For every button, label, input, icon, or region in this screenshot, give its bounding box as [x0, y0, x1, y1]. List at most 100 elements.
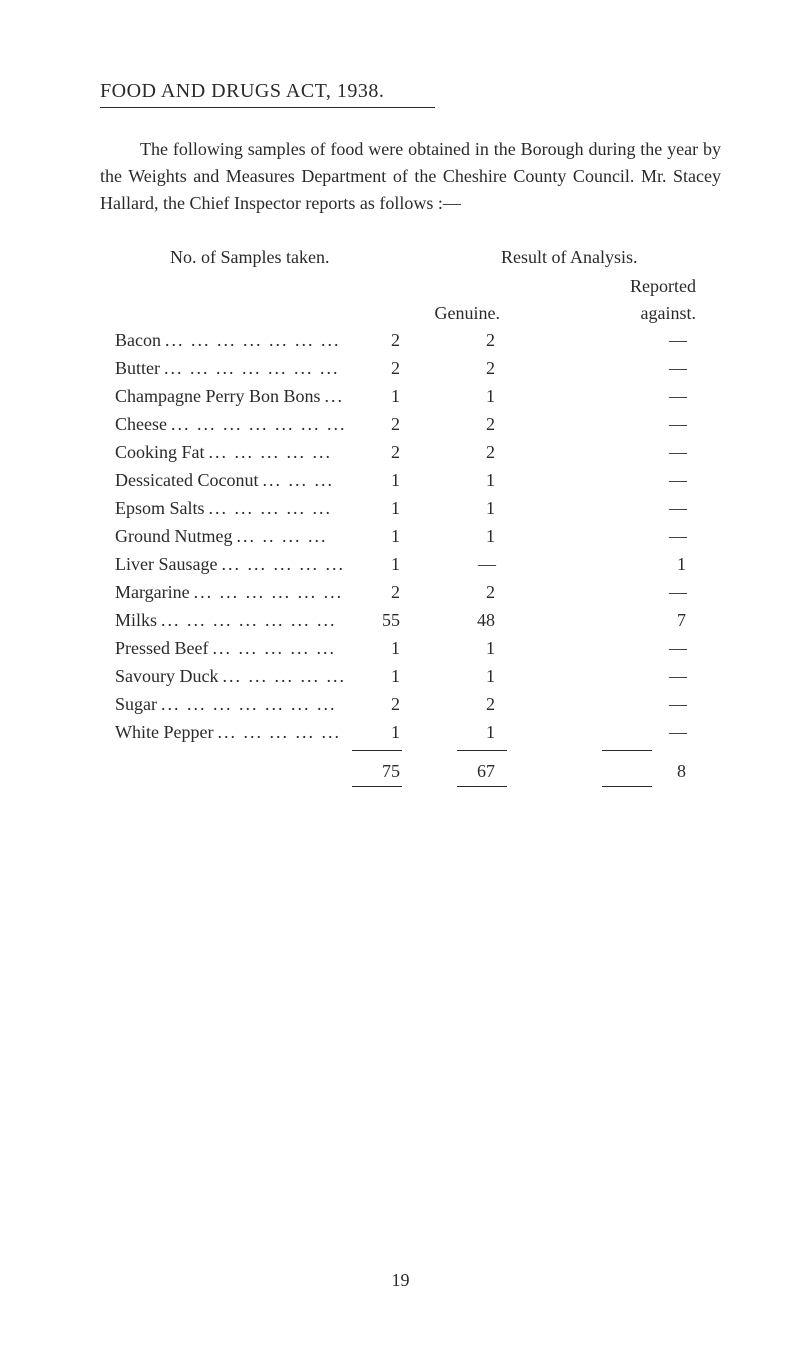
- against-label: against.: [510, 303, 721, 324]
- cell-genuine: 2: [400, 582, 505, 603]
- item-name: Sugar: [100, 694, 157, 715]
- cell-samples: 2: [345, 414, 400, 435]
- dots-filler: ... ... ... ... ...: [218, 666, 345, 687]
- cell-against: —: [505, 386, 721, 407]
- table-row: Dessicated Coconut... ... ...11—: [100, 470, 721, 491]
- cell-genuine: 2: [400, 358, 505, 379]
- totals-row: 75 67 8: [100, 761, 721, 782]
- data-rows: Bacon... ... ... ... ... ... ...22—Butte…: [100, 330, 721, 743]
- cell-against: 7: [505, 610, 721, 631]
- item-name: Savoury Duck: [100, 666, 218, 687]
- cell-genuine: 2: [400, 442, 505, 463]
- item-name: Pressed Beef: [100, 638, 208, 659]
- cell-against: —: [505, 666, 721, 687]
- sub-header-row: Genuine. against.: [100, 303, 721, 324]
- table-row: Liver Sausage... ... ... ... ...1—1: [100, 554, 721, 575]
- heading-underline: [100, 107, 435, 108]
- cell-against: —: [505, 442, 721, 463]
- dots-filler: ... ... ...: [258, 470, 345, 491]
- dots-filler: ... ... ... ... ... ...: [190, 582, 345, 603]
- cell-genuine: 1: [400, 722, 505, 743]
- cell-against: —: [505, 582, 721, 603]
- dots-filler: ... ... ... ... ...: [217, 554, 345, 575]
- table-row: Milks... ... ... ... ... ... ...55487: [100, 610, 721, 631]
- dots-filler: ... ... ... ... ...: [205, 442, 345, 463]
- cell-genuine: 48: [400, 610, 505, 631]
- reported-line: Reported: [100, 276, 721, 297]
- table-row: Ground Nutmeg... .. ... ...11—: [100, 526, 721, 547]
- cell-samples: 1: [345, 666, 400, 687]
- totals-genuine: 67: [400, 761, 505, 782]
- name-dots-container: Cheese... ... ... ... ... ... ...: [100, 414, 345, 435]
- cell-against: —: [505, 638, 721, 659]
- table-row: Bacon... ... ... ... ... ... ...22—: [100, 330, 721, 351]
- cell-samples: 1: [345, 470, 400, 491]
- cell-samples: 1: [345, 554, 400, 575]
- dots-filler: ... ... ... ... ... ... ...: [161, 330, 345, 351]
- document-heading: FOOD AND DRUGS ACT, 1938.: [100, 80, 721, 103]
- cell-samples: 55: [345, 610, 400, 631]
- item-name: Champagne Perry Bon Bons: [100, 386, 320, 407]
- cell-against: —: [505, 414, 721, 435]
- table-row: Savoury Duck... ... ... ... ...11—: [100, 666, 721, 687]
- item-name: Dessicated Coconut: [100, 470, 258, 491]
- dots-filler: ... ... ... ... ... ... ...: [167, 414, 345, 435]
- cell-genuine: 2: [400, 414, 505, 435]
- dots-filler: ... ... ... ... ...: [208, 638, 345, 659]
- cell-against: —: [505, 358, 721, 379]
- item-name: Margarine: [100, 582, 190, 603]
- cell-samples: 2: [345, 330, 400, 351]
- table-row: White Pepper... ... ... ... ...11—: [100, 722, 721, 743]
- cell-against: —: [505, 498, 721, 519]
- dots-filler: ...: [320, 386, 345, 407]
- name-dots-container: Butter... ... ... ... ... ... ...: [100, 358, 345, 379]
- cell-samples: 1: [345, 526, 400, 547]
- reported-label: Reported: [500, 276, 721, 297]
- table-row: Pressed Beef... ... ... ... ...11—: [100, 638, 721, 659]
- name-dots-container: Liver Sausage... ... ... ... ...: [100, 554, 345, 575]
- cell-against: —: [505, 330, 721, 351]
- intro-paragraph: The following samples of food were obtai…: [100, 136, 721, 217]
- table-row: Cheese... ... ... ... ... ... ...22—: [100, 414, 721, 435]
- result-header-container: Result of Analysis.: [400, 247, 721, 268]
- name-dots-container: Epsom Salts... ... ... ... ...: [100, 498, 345, 519]
- totals-against: 8: [505, 761, 721, 782]
- dots-filler: ... ... ... ... ...: [213, 722, 345, 743]
- dots-filler: ... .. ... ...: [232, 526, 345, 547]
- table-row: Margarine... ... ... ... ... ...22—: [100, 582, 721, 603]
- result-header: Result of Analysis.: [501, 247, 721, 268]
- name-dots-container: Bacon... ... ... ... ... ... ...: [100, 330, 345, 351]
- genuine-label: Genuine.: [410, 303, 510, 324]
- cell-samples: 1: [345, 638, 400, 659]
- name-dots-container: Ground Nutmeg... .. ... ...: [100, 526, 345, 547]
- cell-genuine: 1: [400, 666, 505, 687]
- cell-samples: 2: [345, 358, 400, 379]
- cell-against: —: [505, 722, 721, 743]
- cell-against: —: [505, 470, 721, 491]
- item-name: Butter: [100, 358, 160, 379]
- totals-divider-bottom: [100, 786, 721, 787]
- cell-samples: 1: [345, 498, 400, 519]
- dots-filler: ... ... ... ... ... ... ...: [160, 358, 345, 379]
- cell-samples: 2: [345, 442, 400, 463]
- dots-filler: ... ... ... ... ...: [205, 498, 345, 519]
- name-dots-container: Milks... ... ... ... ... ... ...: [100, 610, 345, 631]
- table-row: Butter... ... ... ... ... ... ...22—: [100, 358, 721, 379]
- item-name: Liver Sausage: [100, 554, 217, 575]
- name-dots-container: Savoury Duck... ... ... ... ...: [100, 666, 345, 687]
- item-name: White Pepper: [100, 722, 213, 743]
- dots-filler: ... ... ... ... ... ... ...: [157, 694, 345, 715]
- table-row: Epsom Salts... ... ... ... ...11—: [100, 498, 721, 519]
- name-dots-container: Margarine... ... ... ... ... ...: [100, 582, 345, 603]
- totals-samples: 75: [345, 761, 400, 782]
- name-dots-container: Champagne Perry Bon Bons...: [100, 386, 345, 407]
- item-name: Milks: [100, 610, 157, 631]
- cell-samples: 1: [345, 386, 400, 407]
- cell-samples: 2: [345, 582, 400, 603]
- table-row: Sugar... ... ... ... ... ... ...22—: [100, 694, 721, 715]
- item-name: Cooking Fat: [100, 442, 205, 463]
- item-name: Ground Nutmeg: [100, 526, 232, 547]
- cell-samples: 1: [345, 722, 400, 743]
- cell-genuine: 1: [400, 498, 505, 519]
- samples-header: No. of Samples taken.: [100, 247, 400, 268]
